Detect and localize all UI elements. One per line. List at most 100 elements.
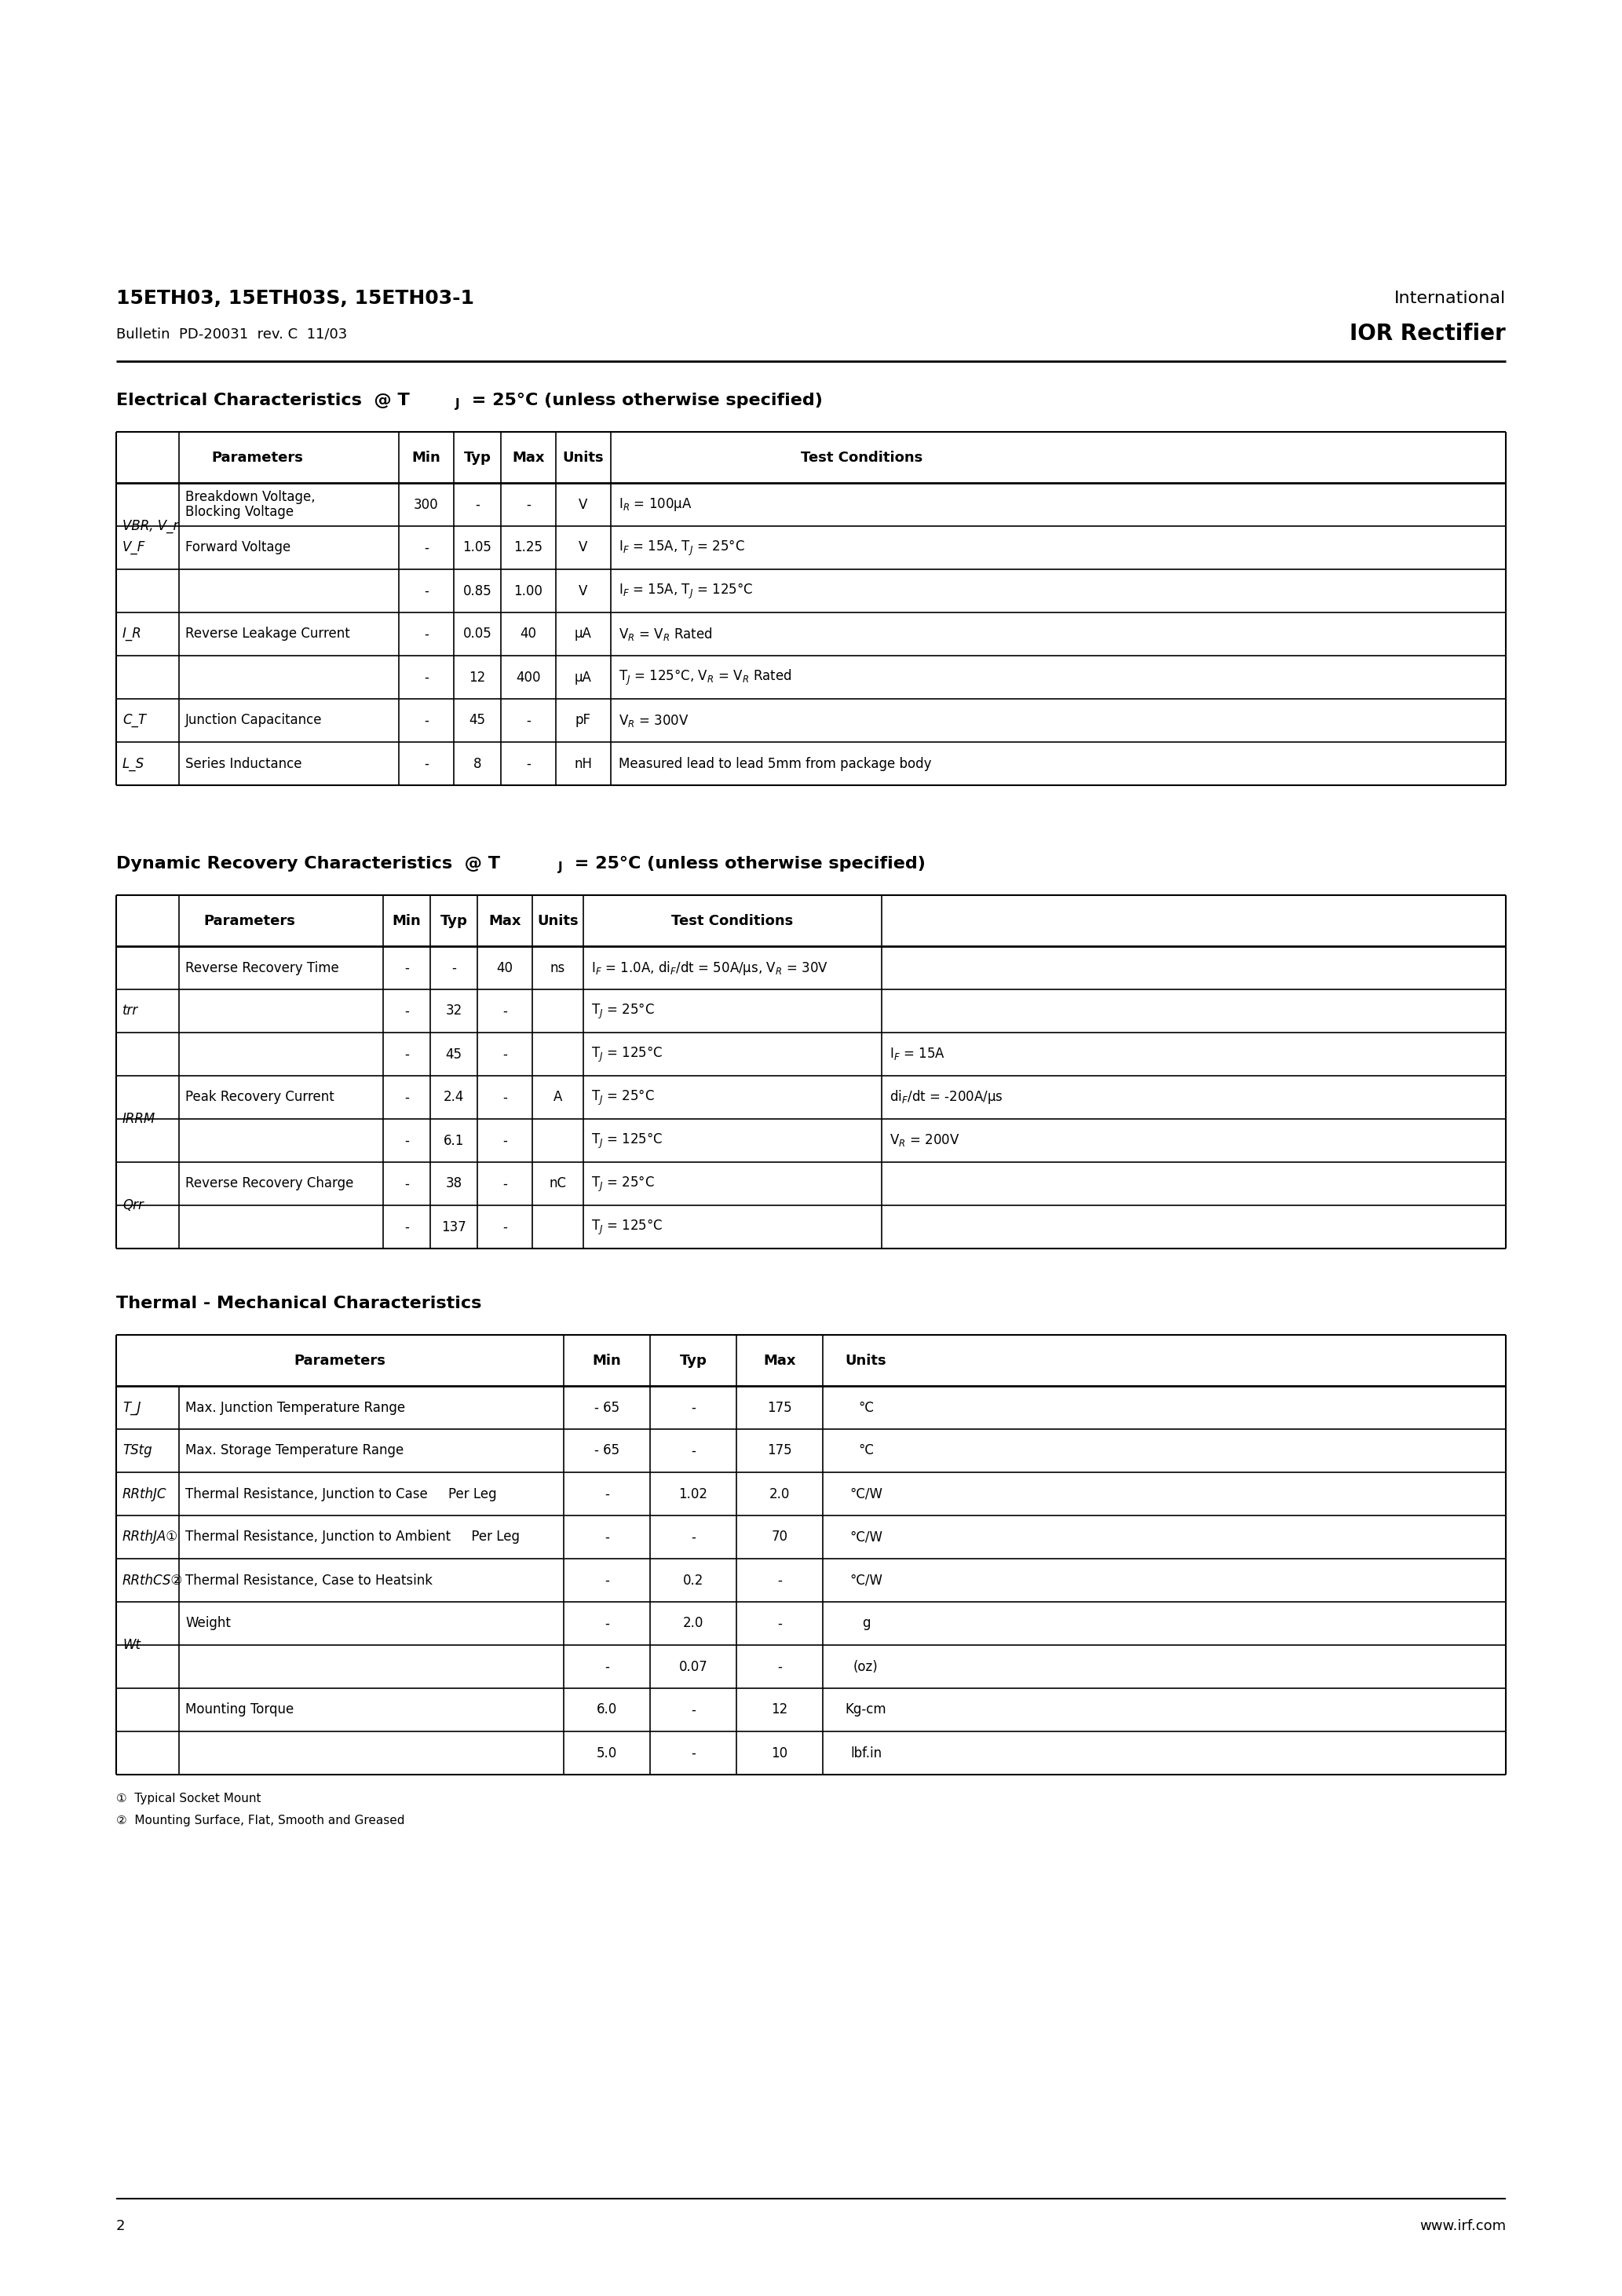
- Text: V$_R$ = 300V: V$_R$ = 300V: [618, 712, 689, 728]
- Text: - 65: - 65: [594, 1401, 620, 1414]
- Text: Electrical Characteristics  @ T: Electrical Characteristics @ T: [117, 393, 410, 409]
- Text: Junction Capacitance: Junction Capacitance: [185, 714, 323, 728]
- Text: 0.07: 0.07: [680, 1660, 707, 1674]
- Text: J: J: [456, 400, 459, 411]
- Text: μA: μA: [574, 627, 592, 641]
- Text: Wt: Wt: [123, 1637, 141, 1653]
- Text: Max: Max: [764, 1352, 796, 1368]
- Text: T$_J$ = 125°C: T$_J$ = 125°C: [590, 1045, 663, 1063]
- Text: nC: nC: [550, 1176, 566, 1192]
- Text: 2.0: 2.0: [683, 1616, 704, 1630]
- Text: Max. Junction Temperature Range: Max. Junction Temperature Range: [185, 1401, 406, 1414]
- Text: -: -: [423, 758, 428, 771]
- Text: Test Conditions: Test Conditions: [672, 914, 793, 928]
- Text: Units: Units: [537, 914, 579, 928]
- Text: -: -: [691, 1745, 696, 1761]
- Text: T$_J$ = 125°C: T$_J$ = 125°C: [590, 1132, 663, 1150]
- Text: °C: °C: [858, 1444, 874, 1458]
- Text: A: A: [553, 1091, 563, 1104]
- Text: -: -: [423, 670, 428, 684]
- Text: V$_R$ = V$_R$ Rated: V$_R$ = V$_R$ Rated: [618, 627, 712, 643]
- Text: Weight: Weight: [185, 1616, 230, 1630]
- Text: -: -: [423, 583, 428, 597]
- Text: 2.0: 2.0: [769, 1488, 790, 1502]
- Text: I$_R$ = 100μA: I$_R$ = 100μA: [618, 496, 693, 512]
- Text: -: -: [475, 498, 480, 512]
- Text: Min: Min: [412, 450, 441, 464]
- Text: 15ETH03, 15ETH03S, 15ETH03-1: 15ETH03, 15ETH03S, 15ETH03-1: [117, 289, 474, 308]
- Text: Series Inductance: Series Inductance: [185, 758, 302, 771]
- Text: 40: 40: [521, 627, 537, 641]
- Text: -: -: [526, 498, 530, 512]
- Text: IRRM: IRRM: [123, 1111, 156, 1125]
- Text: 38: 38: [446, 1176, 462, 1192]
- Text: ①  Typical Socket Mount: ① Typical Socket Mount: [117, 1793, 261, 1805]
- Text: -: -: [777, 1573, 782, 1587]
- Text: Bulletin  PD-20031  rev. C  11/03: Bulletin PD-20031 rev. C 11/03: [117, 326, 347, 340]
- Text: (oz): (oz): [853, 1660, 879, 1674]
- Text: TStg: TStg: [123, 1444, 152, 1458]
- Text: VBR, V_r: VBR, V_r: [123, 519, 178, 533]
- Text: Blocking Voltage: Blocking Voltage: [185, 505, 294, 519]
- Text: nH: nH: [574, 758, 592, 771]
- Text: -: -: [404, 1176, 409, 1192]
- Text: Min: Min: [393, 914, 422, 928]
- Text: -: -: [605, 1660, 610, 1674]
- Text: T$_J$ = 125°C, V$_R$ = V$_R$ Rated: T$_J$ = 125°C, V$_R$ = V$_R$ Rated: [618, 668, 792, 687]
- Text: 0.85: 0.85: [462, 583, 491, 597]
- Text: Thermal Resistance, Junction to Ambient     Per Leg: Thermal Resistance, Junction to Ambient …: [185, 1529, 519, 1545]
- Text: -: -: [503, 1219, 508, 1233]
- Text: Units: Units: [563, 450, 603, 464]
- Text: T$_J$ = 25°C: T$_J$ = 25°C: [590, 1088, 655, 1107]
- Text: Forward Voltage: Forward Voltage: [185, 540, 290, 556]
- Text: -: -: [503, 1003, 508, 1017]
- Text: -: -: [404, 960, 409, 976]
- Text: T$_J$ = 25°C: T$_J$ = 25°C: [590, 1173, 655, 1194]
- Text: V: V: [579, 540, 587, 556]
- Text: -: -: [503, 1176, 508, 1192]
- Text: Thermal - Mechanical Characteristics: Thermal - Mechanical Characteristics: [117, 1295, 482, 1311]
- Text: T$_J$ = 125°C: T$_J$ = 125°C: [590, 1217, 663, 1238]
- Text: J: J: [558, 861, 563, 872]
- Text: -: -: [691, 1529, 696, 1545]
- Text: -: -: [605, 1573, 610, 1587]
- Text: 5.0: 5.0: [597, 1745, 618, 1761]
- Text: RRthJC: RRthJC: [123, 1488, 167, 1502]
- Text: -: -: [605, 1616, 610, 1630]
- Text: 2: 2: [117, 2218, 125, 2234]
- Text: - 65: - 65: [594, 1444, 620, 1458]
- Text: 1.02: 1.02: [678, 1488, 707, 1502]
- Text: www.irf.com: www.irf.com: [1419, 2218, 1505, 2234]
- Text: 40: 40: [496, 960, 513, 976]
- Text: I$_F$ = 15A, T$_J$ = 25°C: I$_F$ = 15A, T$_J$ = 25°C: [618, 537, 744, 558]
- Text: I$_F$ = 1.0A, di$_F$/dt = 50A/μs, V$_R$ = 30V: I$_F$ = 1.0A, di$_F$/dt = 50A/μs, V$_R$ …: [590, 960, 829, 976]
- Text: = 25°C (unless otherwise specified): = 25°C (unless otherwise specified): [466, 393, 822, 409]
- Text: Measured lead to lead 5mm from package body: Measured lead to lead 5mm from package b…: [618, 758, 931, 771]
- Text: V: V: [579, 498, 587, 512]
- Text: RRthCS②: RRthCS②: [123, 1573, 183, 1587]
- Text: ②  Mounting Surface, Flat, Smooth and Greased: ② Mounting Surface, Flat, Smooth and Gre…: [117, 1814, 406, 1825]
- Text: -: -: [451, 960, 456, 976]
- Text: 2.4: 2.4: [443, 1091, 464, 1104]
- Text: 12: 12: [469, 670, 485, 684]
- Text: T$_J$ = 25°C: T$_J$ = 25°C: [590, 1001, 655, 1019]
- Text: Qrr: Qrr: [123, 1199, 144, 1212]
- Text: Dynamic Recovery Characteristics  @ T: Dynamic Recovery Characteristics @ T: [117, 856, 500, 872]
- Text: 0.05: 0.05: [462, 627, 491, 641]
- Text: °C/W: °C/W: [850, 1573, 882, 1587]
- Text: Breakdown Voltage,: Breakdown Voltage,: [185, 489, 315, 505]
- Text: V$_R$ = 200V: V$_R$ = 200V: [889, 1132, 960, 1148]
- Text: 1.25: 1.25: [514, 540, 543, 556]
- Text: Kg-cm: Kg-cm: [845, 1704, 887, 1717]
- Text: 6.1: 6.1: [443, 1134, 464, 1148]
- Text: Reverse Recovery Charge: Reverse Recovery Charge: [185, 1176, 354, 1192]
- Text: -: -: [404, 1047, 409, 1061]
- Text: I$_F$ = 15A: I$_F$ = 15A: [889, 1047, 946, 1063]
- Text: Max. Storage Temperature Range: Max. Storage Temperature Range: [185, 1444, 404, 1458]
- Text: Thermal Resistance, Case to Heatsink: Thermal Resistance, Case to Heatsink: [185, 1573, 433, 1587]
- Text: RRthJA①: RRthJA①: [123, 1529, 178, 1545]
- Text: g: g: [861, 1616, 869, 1630]
- Text: 6.0: 6.0: [597, 1704, 618, 1717]
- Text: V_F: V_F: [123, 540, 146, 556]
- Text: C_T: C_T: [123, 714, 146, 728]
